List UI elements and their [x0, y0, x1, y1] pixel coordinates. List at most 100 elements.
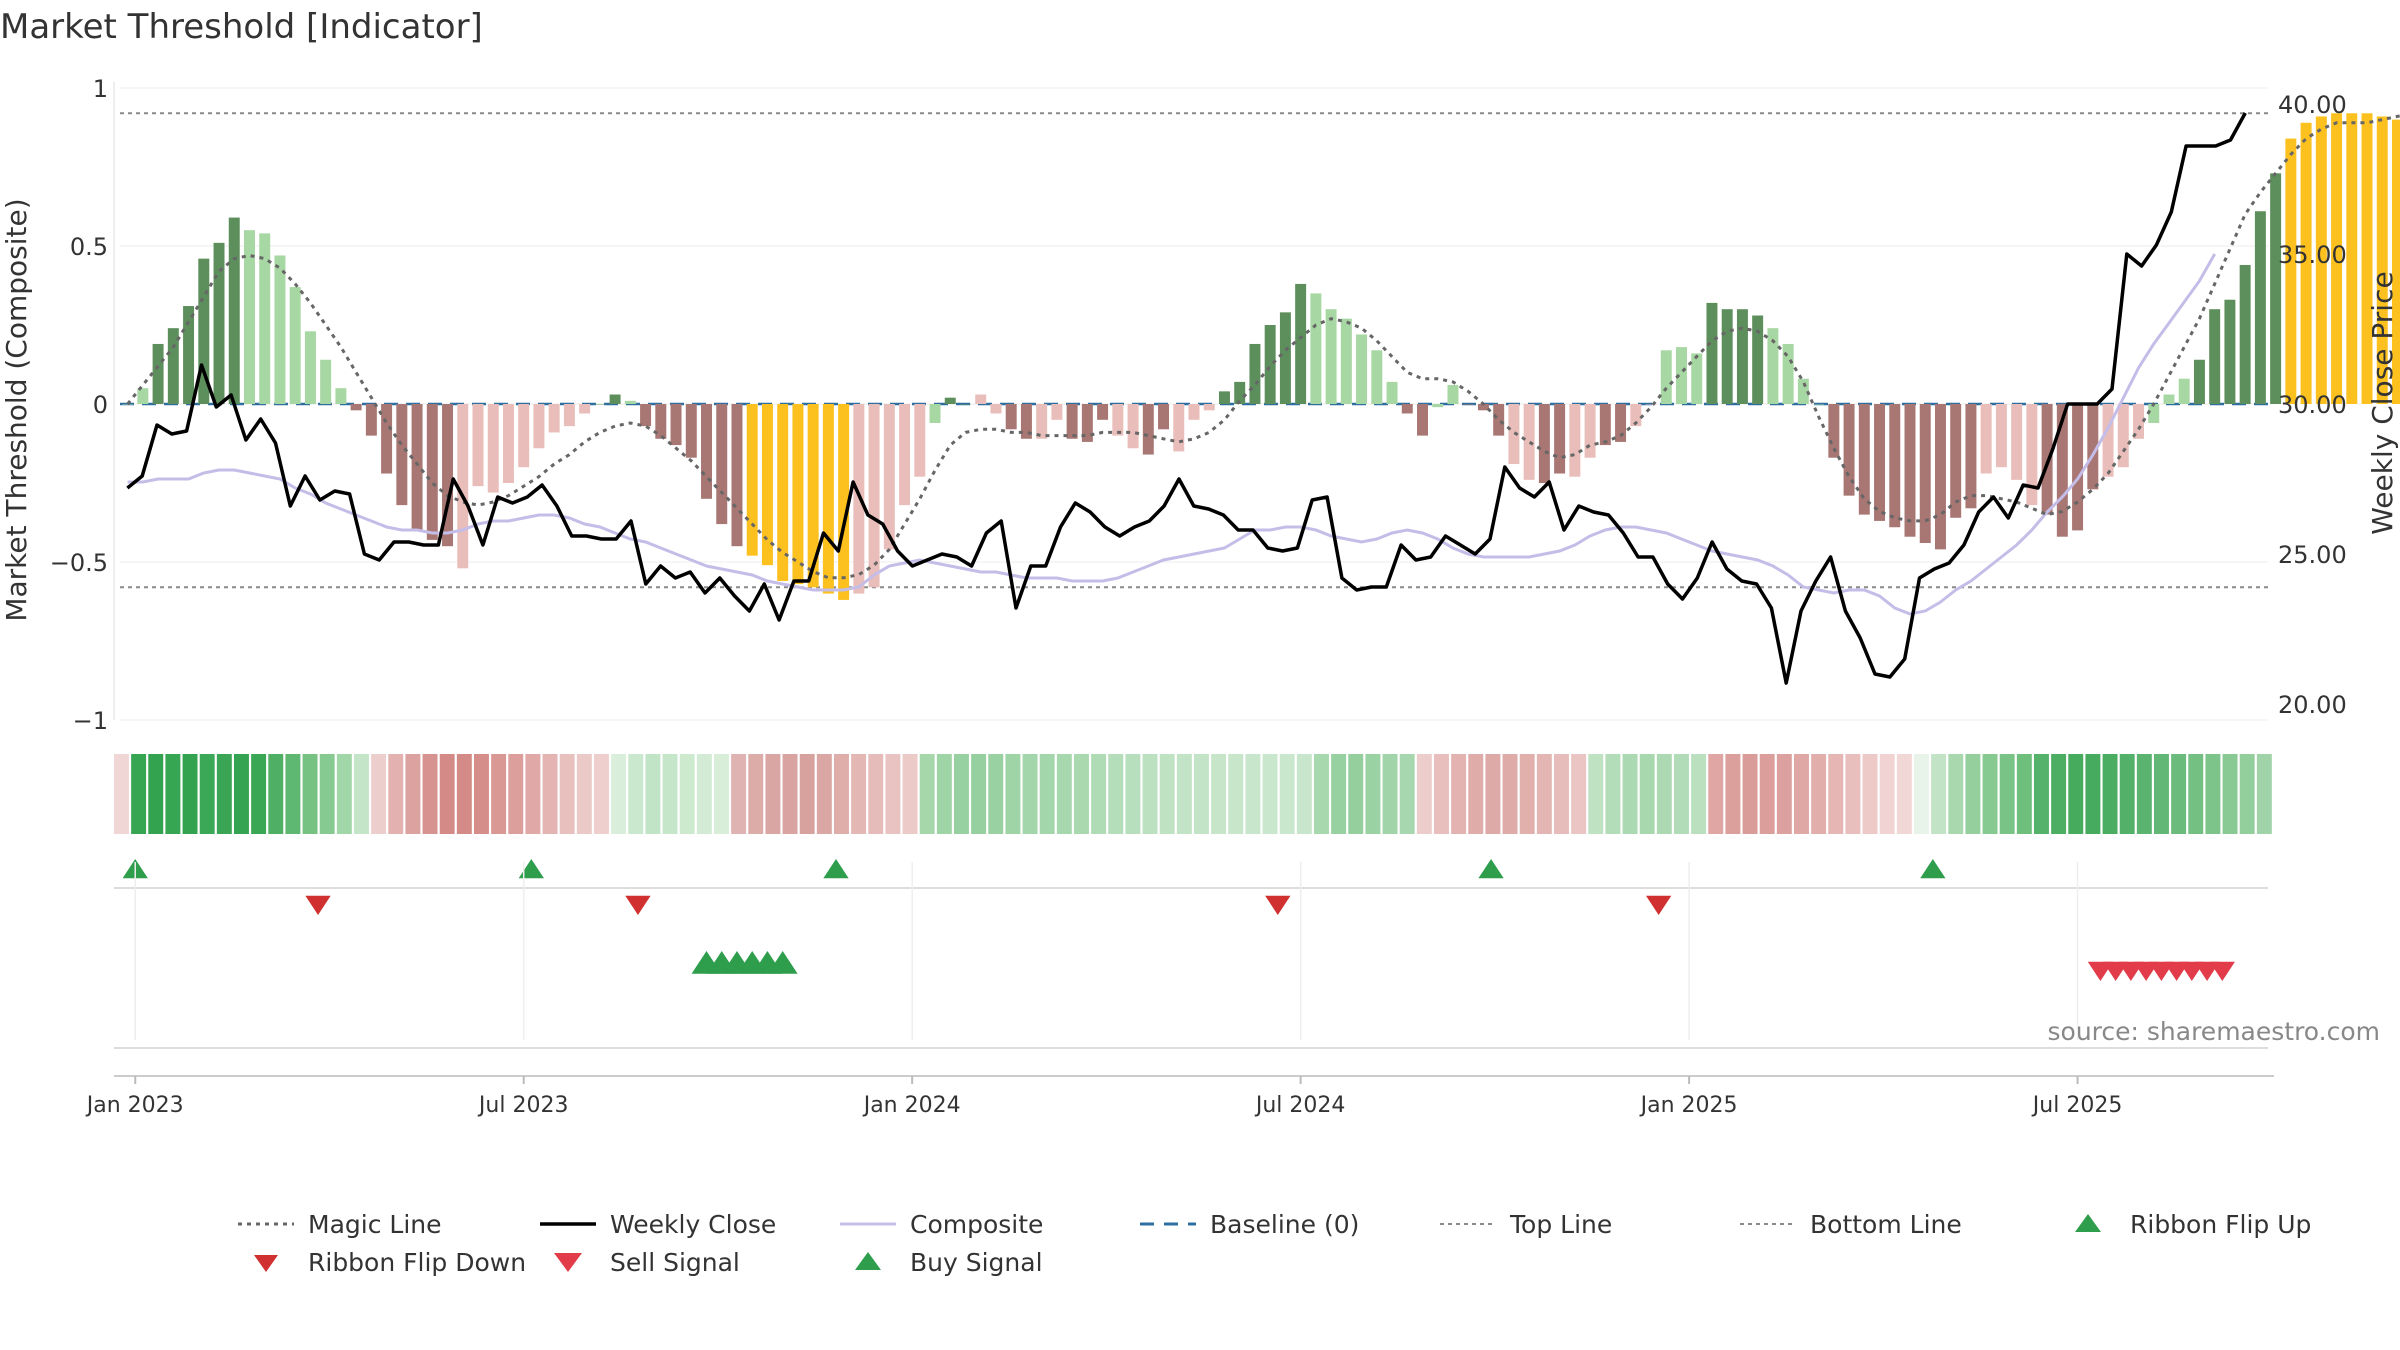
composite-bar [2209, 309, 2221, 404]
legend-item: Magic Line [238, 1210, 442, 1239]
right-tick-label: 25.00 [2278, 541, 2347, 569]
composite-bar [1569, 404, 1581, 477]
composite-bar [2300, 122, 2312, 404]
composite-bar [1203, 404, 1215, 411]
composite-bar [1417, 404, 1428, 436]
ribbon-segment [1914, 754, 1929, 834]
composite-bar [1721, 309, 1733, 404]
composite-bar [228, 217, 240, 404]
legend-label: Magic Line [308, 1210, 442, 1239]
composite-bar [2285, 138, 2297, 404]
ribbon-segment [1502, 754, 1518, 834]
composite-bar [2087, 404, 2099, 490]
composite-bar [1020, 404, 1032, 439]
composite-bar [1188, 404, 1200, 420]
composite-bar [411, 404, 423, 531]
ribbon-segment [748, 754, 764, 834]
composite-bar [1599, 404, 1611, 446]
ribbon-segment [1468, 754, 1484, 834]
ribbon-segment [594, 754, 609, 834]
x-tick-label: Jan 2024 [862, 1093, 961, 1118]
composite-bar [2270, 173, 2282, 404]
composite-bar [320, 359, 332, 404]
ribbon-segment [1622, 754, 1638, 834]
composite-bar [670, 404, 682, 446]
composite-bar [502, 404, 514, 483]
ribbon-segment [525, 754, 541, 834]
composite-bar [701, 404, 712, 499]
ribbon-segment [251, 754, 267, 834]
right-tick-label: 40.00 [2278, 91, 2347, 119]
ribbon-segment [2256, 754, 2272, 834]
ribbon-segment [302, 754, 318, 834]
ribbon-segment [1639, 754, 1655, 834]
composite-bar [2117, 404, 2129, 468]
composite-bar [1554, 404, 1566, 474]
ribbon-segment [1571, 754, 1587, 834]
composite-bar [1356, 334, 1368, 404]
composite-bar [1112, 404, 1124, 436]
ribbon-segment [234, 754, 249, 834]
left-tick-label: 0.5 [70, 233, 108, 261]
composite-bar [1432, 404, 1444, 408]
ribbon-segment [1776, 754, 1792, 834]
composite-bar [2254, 211, 2266, 404]
composite-bar [2178, 378, 2190, 404]
composite-bar [381, 404, 393, 474]
ribbon-segment [2034, 754, 2049, 834]
composite-bar [1295, 283, 1307, 404]
ribbon-segment [936, 754, 952, 834]
composite-bar [2163, 394, 2175, 404]
composite-bar [746, 404, 758, 556]
composite-bar [716, 404, 728, 525]
ribbon-segment [2102, 754, 2118, 834]
left-tick-label: 1 [93, 75, 108, 103]
composite-bar [289, 287, 301, 404]
ribbon-segment [954, 754, 969, 834]
ribbon-segment [216, 754, 232, 834]
composite-bar [426, 404, 438, 540]
ribbon-flip-up-marker [823, 859, 849, 879]
x-tick-label: Jan 2025 [1639, 1093, 1738, 1118]
composite-bar [2026, 404, 2038, 506]
composite-bar [807, 404, 819, 588]
ribbon-segment [1931, 754, 1947, 834]
ribbon-segment [1828, 754, 1844, 834]
right-tick-label: 30.00 [2278, 391, 2347, 419]
series-lines [126, 112, 2400, 685]
composite-bar [304, 331, 316, 404]
ribbon-segment [731, 754, 747, 834]
ribbon-segment [1451, 754, 1467, 834]
composite-bar [792, 404, 804, 585]
ribbon-segment [1759, 754, 1775, 834]
ribbon-segment [1314, 754, 1329, 834]
composite-bar [624, 400, 636, 404]
composite-bar [1523, 404, 1535, 480]
composite-bar [2224, 299, 2236, 404]
ribbon-flip-down-marker [1265, 895, 1291, 915]
ribbon-segment [1091, 754, 1107, 834]
ribbon-segment [1176, 754, 1192, 834]
ribbon-segment [782, 754, 798, 834]
composite-bar [731, 404, 743, 547]
ribbon-segment [576, 754, 592, 834]
composite-bar [1005, 404, 1017, 430]
ribbon-segment [1365, 754, 1381, 834]
composite-bar [1447, 385, 1459, 404]
right-tick-label: 20.00 [2278, 691, 2347, 719]
composite-bar [2072, 404, 2084, 531]
composite-bar [609, 394, 621, 404]
ribbon-segment [611, 754, 627, 834]
ribbon-flip-down-marker [1645, 895, 1672, 915]
composite-bar [1797, 378, 1809, 404]
composite-bar [1828, 404, 1840, 458]
composite-bar [1310, 293, 1322, 404]
ribbon-segment [696, 754, 712, 834]
legend-label: Baseline (0) [1210, 1210, 1359, 1239]
ribbon-segment [1039, 754, 1055, 834]
left-tick-label: −1 [73, 707, 108, 735]
composite-bar [1752, 315, 1764, 404]
ribbon-segment [1999, 754, 2015, 834]
composite-bar [487, 404, 499, 493]
